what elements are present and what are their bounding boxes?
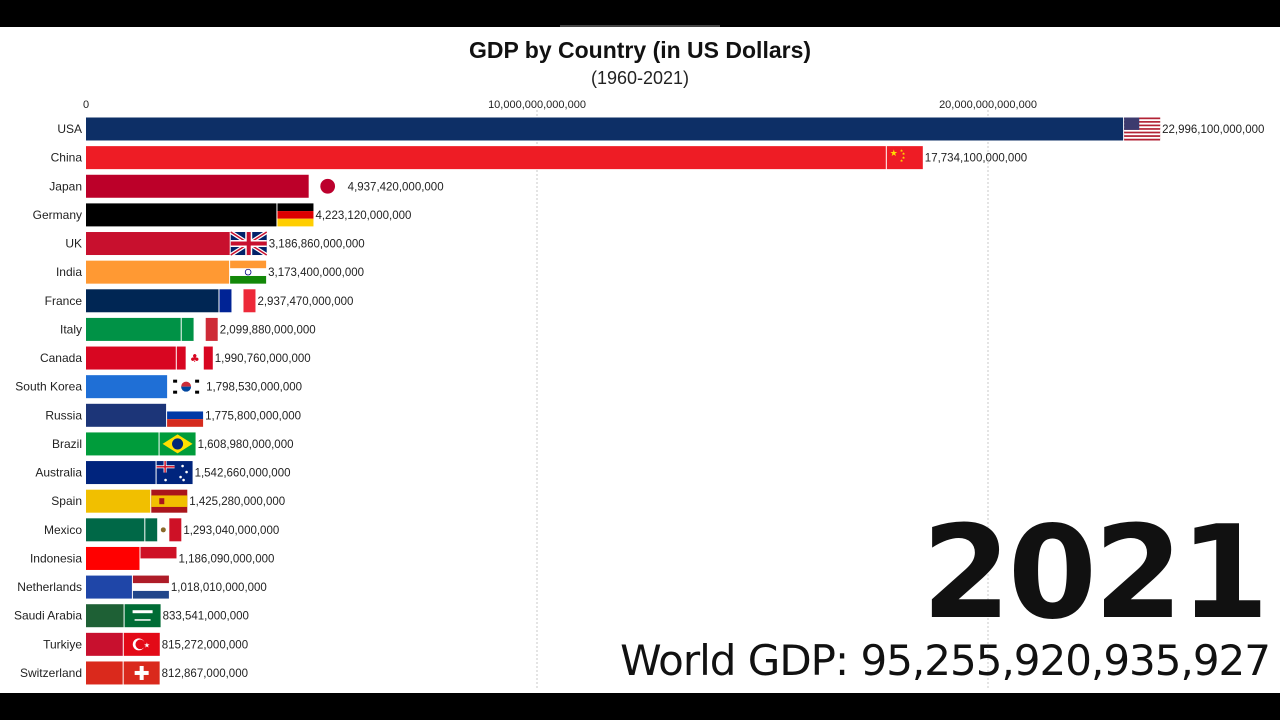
value-label: 1,186,090,000,000 [178, 553, 274, 565]
bar-spain [86, 489, 151, 513]
category-label: Australia [35, 466, 82, 480]
category-label: India [56, 265, 82, 279]
world-gdp-total: World GDP: 95,255,920,935,927 [620, 636, 1271, 685]
bar-russia [86, 403, 167, 427]
category-label: Spain [51, 494, 82, 508]
value-label: 3,186,860,000,000 [269, 239, 365, 251]
bar-uk [86, 232, 230, 256]
bar-indonesia [86, 546, 140, 570]
category-label: Italy [60, 322, 82, 336]
category-label: Mexico [44, 523, 82, 537]
category-label: Russia [45, 408, 82, 422]
bar-switzerland [86, 661, 123, 685]
svg-text:♣: ♣ [190, 352, 200, 365]
value-label: 1,798,530,000,000 [206, 382, 302, 394]
br-flag-icon [159, 432, 196, 456]
value-label: 3,173,400,000,000 [268, 267, 364, 279]
value-label: 22,996,100,000,000 [1162, 124, 1264, 136]
category-label: Japan [49, 179, 82, 193]
jp-flag-icon [309, 174, 346, 198]
cn-flag-icon: ★ ★★★★ [886, 146, 923, 170]
bar-india [86, 260, 230, 284]
year-counter: 2021 [921, 499, 1269, 648]
gb-flag-icon [229, 230, 268, 257]
category-label: South Korea [15, 380, 82, 394]
id-flag-icon [140, 546, 177, 570]
nl-flag-icon [132, 575, 169, 599]
bar-turkiye [86, 632, 123, 656]
category-label: Indonesia [30, 551, 82, 565]
chart-subtitle: (1960-2021) [590, 68, 690, 88]
ch-flag-icon [123, 661, 160, 685]
category-label: Netherlands [17, 580, 82, 594]
category-label: Brazil [52, 437, 82, 451]
bar-netherlands [86, 575, 132, 599]
category-label: UK [65, 237, 82, 251]
value-label: 1,293,040,000,000 [183, 525, 279, 537]
it-flag-icon [181, 317, 218, 341]
value-label: 1,018,010,000,000 [171, 582, 267, 594]
category-label: France [45, 294, 83, 308]
x-tick-label: 10,000,000,000,000 [488, 99, 586, 111]
es-flag-icon [151, 489, 188, 513]
value-label: 1,990,760,000,000 [215, 353, 311, 365]
value-label: 2,099,880,000,000 [220, 324, 316, 336]
category-label: Canada [40, 351, 82, 365]
in-flag-icon [230, 260, 267, 284]
svg-text:★: ★ [890, 149, 898, 159]
mx-flag-icon [145, 518, 182, 542]
bar-japan [86, 174, 309, 198]
value-label: 1,425,280,000,000 [189, 496, 285, 508]
bar-italy [86, 317, 181, 341]
au-flag-icon [156, 461, 193, 485]
category-label: Switzerland [20, 666, 82, 680]
x-tick-label: 0 [83, 99, 89, 111]
category-label: Saudi Arabia [14, 609, 82, 623]
bar-france [86, 289, 219, 313]
value-label: 815,272,000,000 [162, 639, 248, 651]
us-flag-icon [1124, 117, 1161, 141]
kr-flag-icon [168, 375, 205, 399]
tr-flag-icon: ★ [123, 632, 160, 656]
svg-text:★: ★ [902, 155, 906, 160]
value-label: 833,541,000,000 [163, 611, 249, 623]
top-letterbox-bar [0, 0, 1280, 27]
svg-text:★: ★ [902, 151, 906, 156]
value-label: 1,542,660,000,000 [195, 468, 291, 480]
bar-brazil [86, 432, 159, 456]
de-flag-icon [277, 203, 314, 227]
bar-south-korea [86, 375, 168, 399]
ca-flag-icon: ♣ [176, 346, 213, 370]
bar-saudi-arabia [86, 604, 124, 628]
bar-china [86, 146, 886, 170]
value-label: 812,867,000,000 [162, 668, 248, 680]
category-label: Germany [33, 208, 82, 222]
bar-usa [86, 117, 1124, 141]
category-label: China [51, 151, 83, 165]
value-label: 2,937,470,000,000 [257, 296, 353, 308]
bar-canada [86, 346, 176, 370]
svg-text:★: ★ [900, 158, 904, 163]
fr-flag-icon [219, 289, 256, 313]
sa-flag-icon [124, 604, 161, 628]
value-label: 1,775,800,000,000 [205, 410, 301, 422]
bar-germany [86, 203, 277, 227]
top-bar-notch [560, 25, 720, 27]
category-label: USA [57, 122, 82, 136]
category-label: Turkiye [43, 637, 82, 651]
chart-title: GDP by Country (in US Dollars) [468, 37, 812, 63]
x-tick-label: 20,000,000,000,000 [939, 99, 1037, 111]
value-label: 17,734,100,000,000 [925, 153, 1027, 165]
ru-flag-icon [167, 403, 204, 427]
svg-text:★: ★ [900, 148, 904, 153]
svg-text:★: ★ [144, 641, 150, 649]
bar-mexico [86, 518, 145, 542]
bottom-letterbox-bar [0, 693, 1280, 720]
value-label: 4,937,420,000,000 [348, 181, 444, 193]
bar-australia [86, 461, 156, 485]
value-label: 1,608,980,000,000 [198, 439, 294, 451]
value-label: 4,223,120,000,000 [315, 210, 411, 222]
